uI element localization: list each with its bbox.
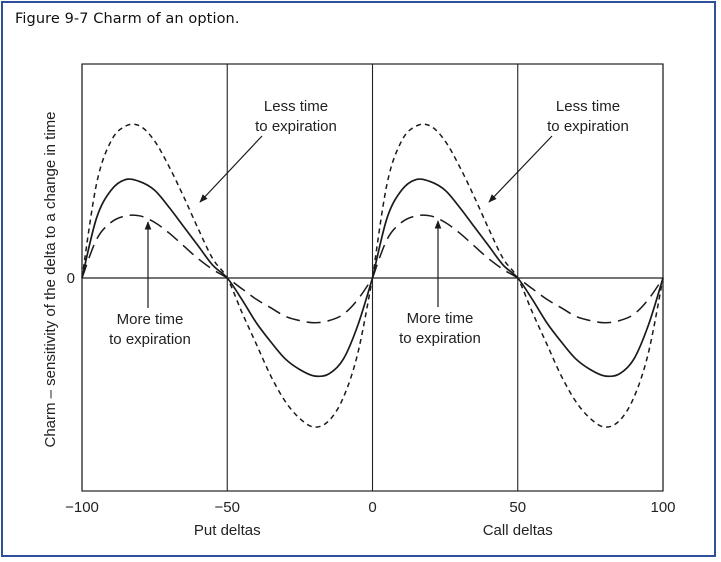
annotation-put-long-dash: More time to expiration — [109, 311, 191, 348]
annotation-arrow — [199, 135, 263, 203]
series-long-dash-put — [81, 214, 374, 324]
annotation-put-short-dash: Less time to expiration — [255, 98, 337, 135]
curves — [81, 123, 664, 428]
x-axis-label-call: Call deltas — [483, 522, 553, 539]
annotation-call-long-dash: More time to expiration — [399, 310, 481, 347]
x-tick-label: 50 — [509, 499, 526, 516]
y-tick-labels: 0 — [67, 270, 75, 287]
annotation-arrows — [144, 135, 553, 308]
x-tick-labels: −100 −50 0 50 100 — [65, 499, 675, 516]
annotation-arrow — [488, 135, 553, 203]
x-tick-label: −100 — [65, 499, 99, 516]
series-long-dash-call — [371, 214, 664, 324]
x-tick-label: 0 — [368, 499, 376, 516]
x-tick-label: −50 — [215, 499, 240, 516]
annotations: Less time to expiration More time to expira… — [109, 98, 629, 348]
y-axis-label: Charm – sensitivity of the delta to a ch… — [42, 111, 59, 447]
y-tick-label: 0 — [67, 270, 75, 287]
annotation-call-short-dash: Less time to expiration — [547, 98, 629, 135]
x-axis-label-put: Put deltas — [194, 522, 261, 539]
x-tick-label: 100 — [650, 499, 675, 516]
figure-title: Figure 9-7 Charm of an option. — [15, 11, 240, 27]
